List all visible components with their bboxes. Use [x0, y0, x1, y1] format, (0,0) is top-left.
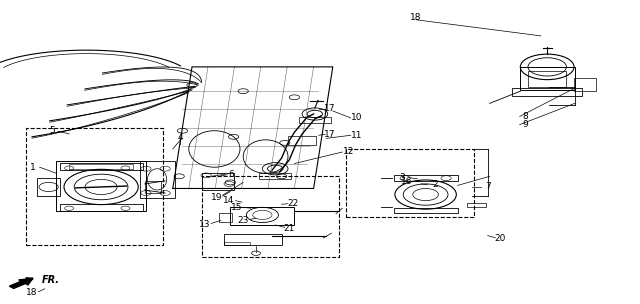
- Text: 10: 10: [351, 113, 363, 123]
- Bar: [219, 213, 232, 222]
- Text: 4: 4: [178, 133, 183, 142]
- Bar: [37, 178, 60, 196]
- Text: FR.: FR.: [42, 275, 60, 285]
- Text: 22: 22: [287, 199, 299, 208]
- Bar: [140, 161, 175, 198]
- Text: 14: 14: [223, 196, 235, 205]
- Bar: [26, 128, 163, 245]
- Text: 1: 1: [31, 163, 36, 172]
- Text: 13: 13: [199, 220, 211, 230]
- Bar: [202, 176, 339, 257]
- Text: 6: 6: [229, 170, 234, 179]
- FancyArrow shape: [10, 279, 32, 288]
- Text: 5: 5: [50, 126, 55, 135]
- Bar: [346, 149, 474, 217]
- Bar: [60, 204, 143, 211]
- Text: 7: 7: [485, 182, 490, 192]
- Bar: [224, 234, 282, 245]
- Text: 18: 18: [410, 13, 422, 22]
- Text: 17: 17: [324, 130, 335, 139]
- Bar: [259, 173, 291, 179]
- Bar: [394, 208, 458, 213]
- Text: 21: 21: [284, 224, 295, 233]
- Bar: [574, 78, 596, 91]
- Bar: [299, 117, 331, 123]
- Bar: [512, 88, 582, 96]
- Bar: [202, 173, 234, 190]
- Text: 23: 23: [237, 216, 249, 225]
- Bar: [224, 242, 250, 245]
- Bar: [56, 161, 146, 211]
- Bar: [288, 136, 316, 145]
- Text: 20: 20: [495, 234, 506, 243]
- Bar: [467, 203, 486, 207]
- Bar: [145, 181, 161, 193]
- Text: 18: 18: [26, 288, 38, 297]
- Bar: [528, 71, 566, 87]
- Text: 8: 8: [522, 112, 527, 121]
- Text: 3: 3: [399, 173, 404, 182]
- Text: 15: 15: [231, 203, 243, 212]
- Text: 17: 17: [324, 104, 335, 113]
- Text: 12: 12: [343, 147, 355, 157]
- Text: 11: 11: [351, 131, 363, 140]
- Bar: [230, 207, 294, 225]
- Bar: [394, 175, 458, 181]
- Bar: [520, 67, 575, 90]
- Text: 19: 19: [211, 193, 222, 202]
- Bar: [69, 164, 133, 169]
- Text: 2: 2: [433, 180, 438, 189]
- Text: 9: 9: [522, 120, 527, 129]
- Text: 16: 16: [401, 177, 412, 186]
- Bar: [60, 163, 143, 170]
